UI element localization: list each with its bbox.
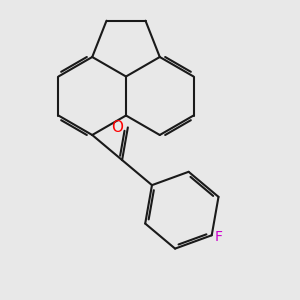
Text: F: F [214, 230, 223, 244]
Text: O: O [111, 120, 123, 135]
